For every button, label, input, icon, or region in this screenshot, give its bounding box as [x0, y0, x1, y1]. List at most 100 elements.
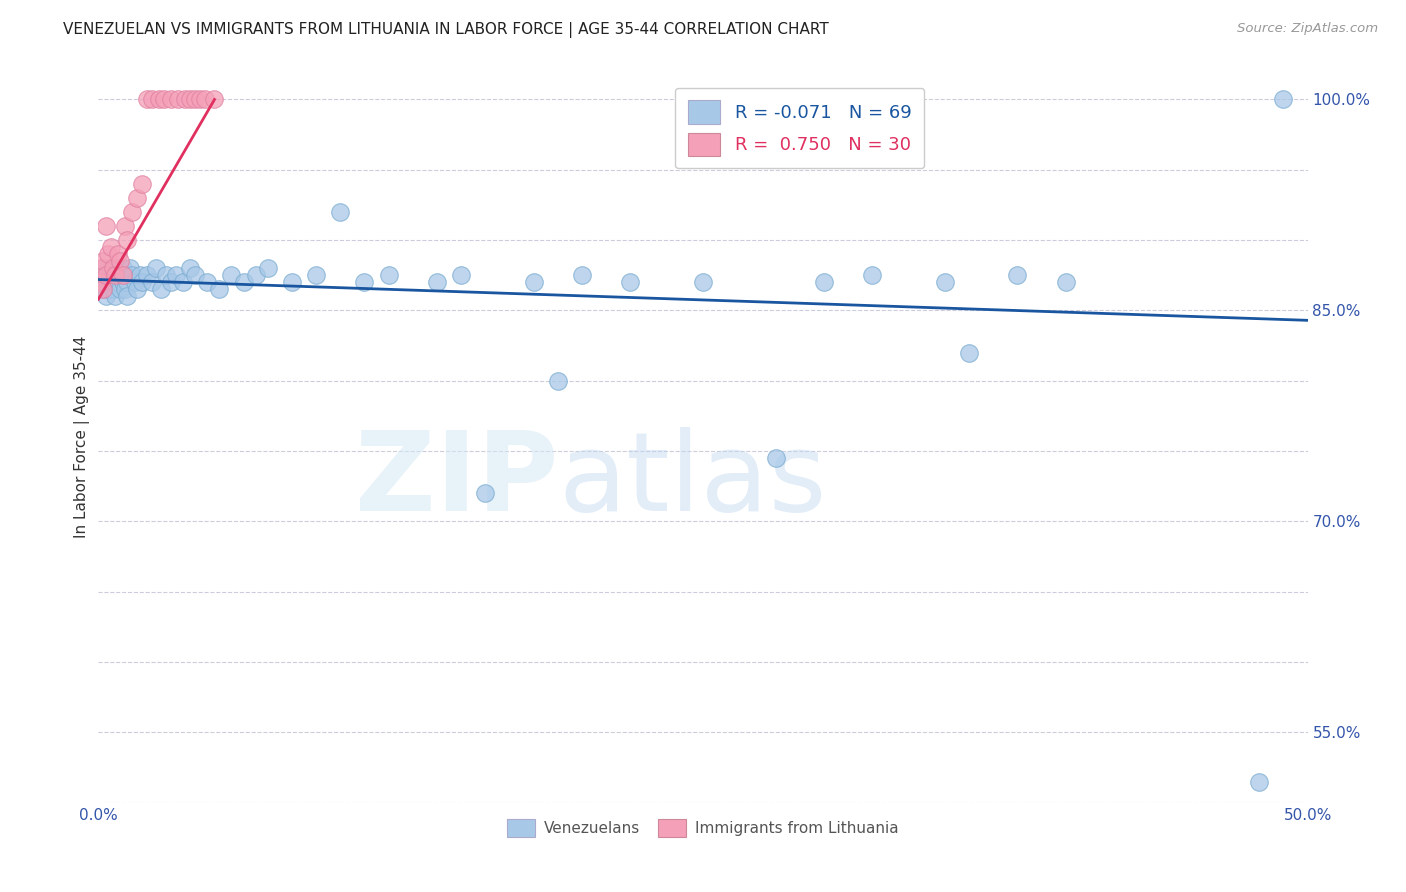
Point	[101, 268, 124, 283]
Point	[353, 276, 375, 290]
Point	[571, 268, 593, 283]
Point	[204, 93, 226, 107]
Point	[114, 282, 136, 296]
Text: VENEZUELAN VS IMMIGRANTS FROM LITHUANIA IN LABOR FORCE | AGE 35-44 CORRELATION C: VENEZUELAN VS IMMIGRANTS FROM LITHUANIA …	[63, 22, 830, 38]
Point	[174, 93, 197, 107]
Point	[194, 93, 217, 107]
Point	[107, 261, 129, 276]
Point	[91, 282, 114, 296]
Point	[101, 261, 124, 276]
Point	[523, 276, 546, 290]
Point	[141, 93, 163, 107]
Point	[179, 261, 201, 276]
Point	[934, 276, 956, 290]
Point	[221, 268, 243, 283]
Point	[124, 276, 146, 290]
Point	[121, 268, 143, 283]
Point	[107, 247, 129, 261]
Point	[114, 268, 136, 283]
Point	[104, 268, 127, 283]
Point	[90, 276, 112, 290]
Point	[167, 93, 190, 107]
Point	[94, 268, 117, 283]
Point	[108, 254, 131, 268]
Point	[135, 268, 157, 283]
Point	[619, 276, 641, 290]
Point	[91, 261, 114, 276]
Point	[117, 289, 139, 303]
Point	[208, 282, 231, 296]
Point	[377, 268, 399, 283]
Point	[172, 276, 194, 290]
Point	[97, 282, 120, 296]
Text: atlas: atlas	[558, 427, 827, 534]
Y-axis label: In Labor Force | Age 35-44: In Labor Force | Age 35-44	[75, 336, 90, 538]
Point	[100, 261, 122, 276]
Point	[108, 282, 131, 296]
Point	[90, 261, 112, 276]
Point	[131, 276, 153, 290]
Point	[160, 276, 183, 290]
Text: Source: ZipAtlas.com: Source: ZipAtlas.com	[1237, 22, 1378, 36]
Point	[152, 93, 174, 107]
Point	[245, 268, 267, 283]
Point	[860, 268, 883, 283]
Point	[104, 268, 127, 283]
Point	[104, 289, 127, 303]
Point	[121, 205, 143, 219]
Point	[100, 240, 122, 254]
Point	[450, 268, 472, 283]
Point	[232, 276, 254, 290]
Point	[107, 276, 129, 290]
Point	[111, 261, 134, 276]
Point	[145, 261, 167, 276]
Point	[97, 268, 120, 283]
Point	[184, 268, 207, 283]
Point	[1007, 268, 1029, 283]
Point	[813, 276, 835, 290]
Point	[141, 276, 163, 290]
Point	[94, 289, 117, 303]
Point	[128, 268, 150, 283]
Text: ZIP: ZIP	[354, 427, 558, 534]
Point	[91, 282, 114, 296]
Point	[329, 205, 352, 219]
Legend: Venezuelans, Immigrants from Lithuania: Venezuelans, Immigrants from Lithuania	[501, 813, 905, 843]
Point	[155, 268, 177, 283]
Point	[118, 261, 141, 276]
Point	[474, 486, 496, 500]
Point	[100, 276, 122, 290]
Point	[97, 247, 120, 261]
Point	[108, 268, 131, 283]
Point	[148, 93, 170, 107]
Point	[91, 254, 114, 268]
Point	[426, 276, 449, 290]
Point	[90, 268, 112, 283]
Point	[195, 276, 218, 290]
Point	[150, 282, 173, 296]
Point	[94, 219, 117, 233]
Point	[1054, 276, 1077, 290]
Point	[135, 93, 157, 107]
Point	[111, 268, 134, 283]
Point	[1272, 93, 1295, 107]
Point	[179, 93, 201, 107]
Point	[256, 261, 278, 276]
Point	[104, 276, 127, 290]
Point	[131, 177, 153, 191]
Point	[547, 374, 569, 388]
Point	[957, 345, 980, 359]
Point	[94, 276, 117, 290]
Point	[1249, 774, 1271, 789]
Point	[117, 276, 139, 290]
Point	[165, 268, 187, 283]
Point	[127, 282, 149, 296]
Point	[188, 93, 211, 107]
Point	[127, 191, 149, 205]
Point	[114, 219, 136, 233]
Point	[90, 276, 112, 290]
Point	[111, 276, 134, 290]
Point	[160, 93, 183, 107]
Point	[692, 276, 714, 290]
Point	[101, 282, 124, 296]
